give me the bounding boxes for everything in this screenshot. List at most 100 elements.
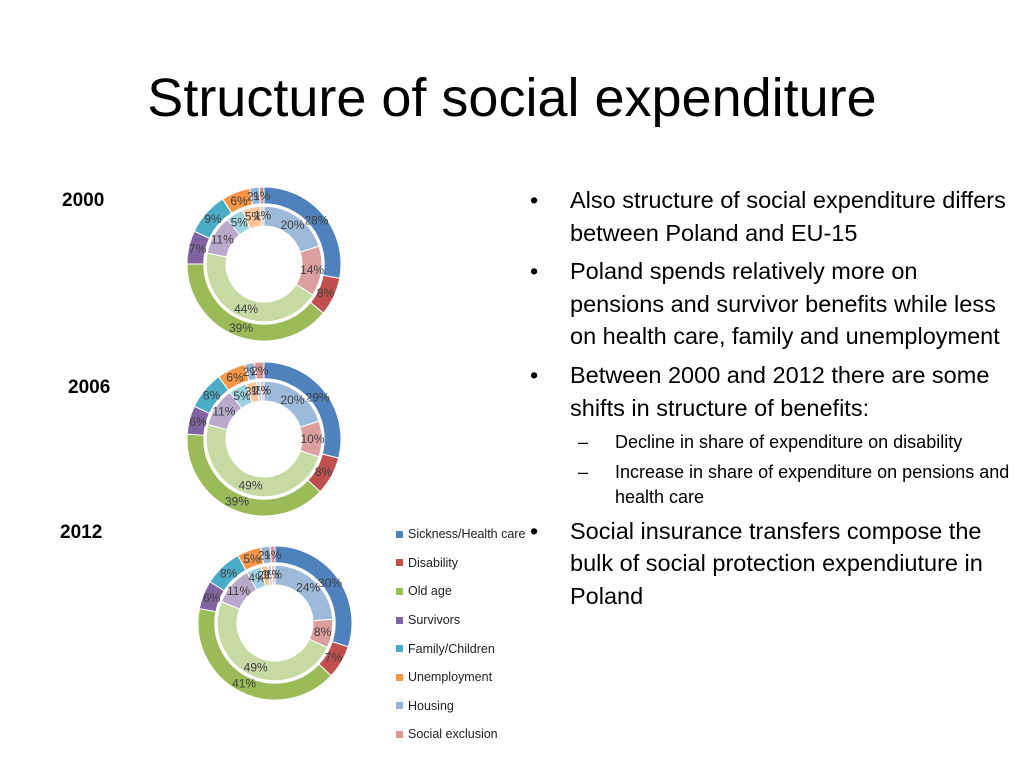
- data-label: 11%: [211, 232, 234, 246]
- data-label: 11%: [212, 405, 235, 419]
- legend-item: Housing: [396, 692, 536, 721]
- legend-swatch: [396, 673, 403, 681]
- slice-inner-social-exclusion: [259, 380, 265, 402]
- bullet-text: Between 2000 and 2012 there are some shi…: [570, 361, 990, 421]
- slice-inner-social-exclusion: [259, 205, 265, 227]
- data-label: 1%: [254, 384, 272, 398]
- slice-inner-old-age: [205, 424, 320, 498]
- legend-swatch: [396, 616, 403, 624]
- data-label: 44%: [234, 302, 258, 316]
- data-label: 8%: [317, 286, 335, 300]
- legend-swatch: [396, 530, 403, 538]
- legend-item: Old age: [396, 577, 536, 606]
- bullet-mark: •: [530, 517, 539, 544]
- chart-legend: Sickness/Health care Disability Old age Sur…: [396, 520, 536, 749]
- data-label: 6%: [226, 371, 244, 385]
- doughnut-chart-2000: 28%8%39%7%9%6% 2%1%20%14%44%11%5%5%1%: [186, 186, 342, 342]
- slice-outer-social-exclusion: [258, 186, 265, 205]
- data-label: 14%: [300, 263, 324, 277]
- legend-swatch: [396, 730, 403, 738]
- legend-label: Unemployment: [408, 670, 493, 685]
- slice-inner-old-age: [216, 601, 328, 682]
- bullet-item: • Social insurance transfers compose the …: [530, 515, 1010, 613]
- data-label: 1%: [254, 209, 272, 223]
- data-label: 49%: [244, 661, 268, 675]
- data-label: 10%: [300, 432, 324, 446]
- bullet-item: – Decline in share of expenditure on disa…: [530, 430, 1010, 456]
- slice-outer-social-exclusion: [269, 545, 276, 564]
- legend-label: Survivors: [408, 613, 461, 628]
- bullet-text: Increase in share of expenditure on pens…: [615, 461, 1010, 508]
- chart-2006-title: 2006: [68, 377, 111, 398]
- data-label: 6%: [189, 415, 207, 429]
- data-label: 49%: [238, 479, 262, 493]
- data-label: 11%: [227, 584, 250, 598]
- legend-label: Sickness/Health care: [408, 527, 526, 542]
- legend-item: Survivors: [396, 606, 536, 635]
- bullet-item: • Between 2000 and 2012 there are some sh…: [530, 359, 1010, 424]
- bullet-item: – Increase in share of expenditure on pen…: [530, 460, 1010, 511]
- data-label: 39%: [225, 494, 249, 508]
- data-label: 30%: [318, 576, 342, 590]
- data-label: 5%: [233, 389, 251, 403]
- bullet-item: • Poland spends relatively more on pensio…: [530, 255, 1010, 353]
- data-label: 8%: [315, 465, 333, 479]
- data-label: 6%: [230, 194, 248, 208]
- legend-swatch: [396, 559, 403, 567]
- data-label: 8%: [203, 389, 221, 403]
- legend-swatch: [396, 702, 403, 710]
- legend-item: Disability: [396, 549, 536, 578]
- legend-item: Social exclusion: [396, 720, 536, 749]
- data-label: 7%: [189, 242, 207, 256]
- chart-2000-title: 2000: [62, 190, 105, 211]
- data-label: 5%: [243, 552, 261, 566]
- doughnut-chart-2012: 30%7%41%6%8%5%2%1%24%8%49%11%4%2%1%1%: [197, 545, 353, 701]
- data-label: 7%: [325, 651, 343, 665]
- bullet-text: Decline in share of expenditure on disab…: [615, 432, 963, 453]
- data-label: 41%: [232, 677, 256, 691]
- data-label: 29%: [306, 390, 330, 404]
- data-label: 8%: [220, 566, 238, 580]
- data-label: 5%: [245, 210, 263, 224]
- data-label: 28%: [304, 214, 328, 228]
- chart-2012-title: 2012: [60, 522, 103, 543]
- bullet-item: • Also structure of social expenditure di…: [530, 184, 1010, 249]
- bullet-mark: •: [530, 258, 539, 285]
- data-label: 1%: [253, 189, 271, 203]
- bullet-list: • Also structure of social expenditure di…: [530, 184, 1010, 618]
- data-label: 9%: [204, 212, 222, 226]
- data-label: 1%: [264, 548, 282, 562]
- legend-item: Sickness/Health care: [396, 520, 536, 549]
- bullet-text: Also structure of social expenditure dif…: [570, 187, 1006, 246]
- legend-label: Disability: [408, 555, 459, 570]
- bullet-text: Social insurance transfers compose the b…: [570, 517, 983, 609]
- slice-inner-old-age: [205, 252, 314, 323]
- legend-label: Old age: [408, 584, 452, 599]
- data-label: 20%: [280, 393, 304, 407]
- data-label: 8%: [314, 625, 332, 639]
- doughnut-chart-2006: 29%8%39%6%8%6%2%2%20%10%49%11%5%3%1%1%: [186, 361, 342, 517]
- data-label: 2%: [251, 364, 269, 378]
- slide-title: Structure of social expenditure: [147, 68, 877, 128]
- data-label: 20%: [280, 218, 304, 232]
- data-label: 5%: [231, 215, 249, 229]
- data-label: 39%: [229, 321, 253, 335]
- bullet-mark: •: [530, 187, 539, 213]
- data-label: 4%: [248, 571, 266, 585]
- legend-swatch: [396, 587, 403, 595]
- bullet-mark: •: [530, 361, 539, 388]
- bullet-mark: –: [578, 461, 589, 482]
- legend-item: Family/Children: [396, 634, 536, 663]
- bullet-text: Poland spends relatively more on pension…: [570, 258, 1000, 350]
- legend-swatch: [396, 645, 403, 653]
- bullet-mark: –: [578, 432, 589, 453]
- slice-outer-social-exclusion: [253, 361, 265, 380]
- legend-label: Housing: [408, 698, 454, 713]
- data-label: 24%: [296, 581, 320, 595]
- data-label: 1%: [265, 568, 283, 582]
- legend-label: Family/Children: [408, 641, 495, 656]
- legend-item: Unemployment: [396, 663, 536, 692]
- slice-inner-social-exclusion: [270, 564, 276, 586]
- legend-label: Social exclusion: [408, 727, 498, 742]
